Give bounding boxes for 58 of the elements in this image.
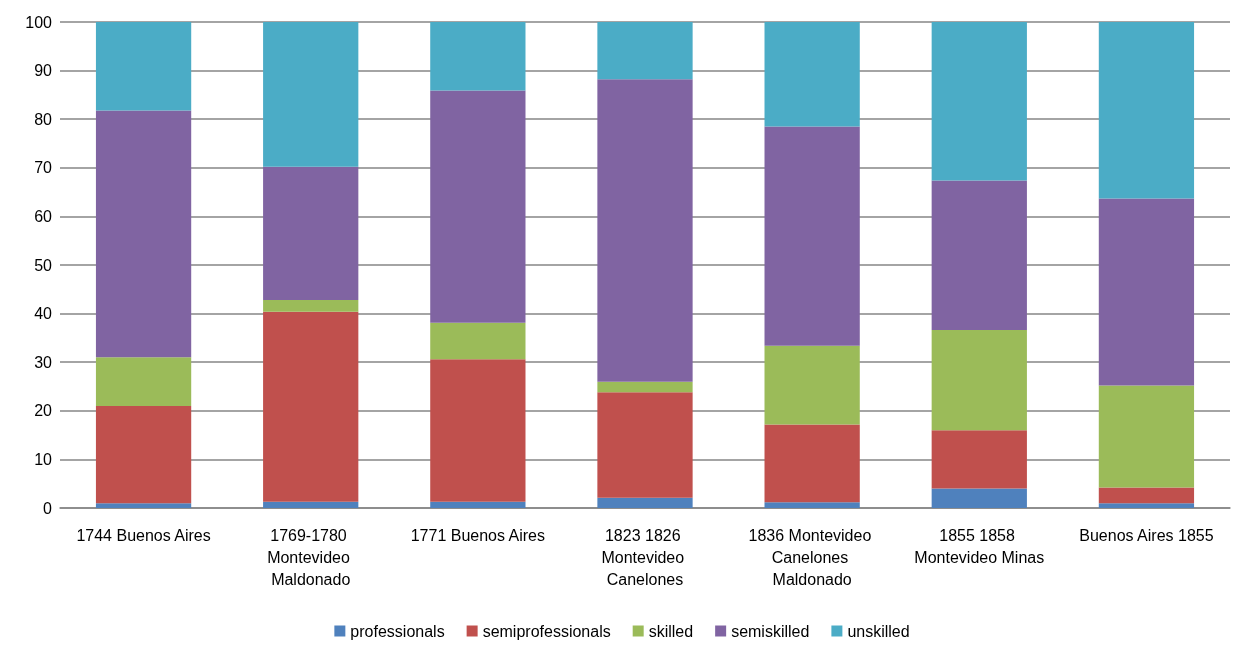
x-tick-label: 1823 1826 Montevideo Canelones [601, 526, 689, 588]
bar [95, 405, 192, 504]
bar [597, 79, 693, 382]
y-tick-label: 10 [34, 450, 53, 468]
bar [764, 502, 860, 508]
bar [95, 110, 192, 358]
bar [263, 22, 359, 167]
bar [764, 345, 860, 425]
y-tick-label: 50 [34, 256, 53, 274]
bar [764, 126, 860, 346]
legend-label: unskilled [847, 622, 910, 640]
bar [1098, 198, 1195, 386]
bar [263, 166, 359, 300]
bar [597, 381, 693, 393]
y-tick-label: 80 [34, 110, 53, 128]
bar [95, 357, 192, 406]
bar [263, 501, 359, 508]
x-tick-label: 1855 1858 Montevideo Minas [914, 526, 1045, 566]
bar [931, 180, 1027, 331]
bar [931, 488, 1027, 508]
legend-label: skilled [648, 622, 694, 640]
bar [263, 311, 359, 502]
y-tick-label: 90 [34, 62, 53, 80]
x-tick-label: 1836 Montevideo Canelones Maldonado [748, 526, 876, 588]
x-tick-label: 1771 Buenos Aires [410, 526, 546, 544]
bar [931, 330, 1027, 431]
bar [430, 322, 526, 360]
bar [1098, 385, 1195, 488]
bar [1098, 487, 1195, 504]
y-tick-label: 40 [34, 305, 53, 323]
bar [95, 22, 192, 111]
x-tick-label: 1769-1780 Montevideo Maldonado [267, 526, 355, 588]
y-tick-label: 0 [43, 499, 53, 517]
bar [430, 22, 526, 91]
bar [764, 424, 860, 503]
bar [263, 299, 359, 312]
bar [931, 430, 1027, 489]
y-tick-label: 70 [34, 159, 53, 177]
bar [597, 392, 693, 498]
bar [1098, 503, 1195, 508]
legend-label: semiprofessionals [482, 622, 611, 640]
y-tick-label: 100 [25, 13, 53, 31]
bar [430, 359, 526, 502]
y-tick-label: 30 [34, 353, 53, 371]
y-tick-label: 20 [34, 402, 53, 420]
bar [597, 497, 693, 508]
bar [430, 90, 526, 323]
x-tick-label: Buenos Aires 1855 [1079, 526, 1214, 544]
legend-label: semiskilled [731, 622, 810, 640]
bar [1098, 22, 1195, 199]
bar [430, 501, 526, 508]
bar [931, 22, 1027, 181]
bar [597, 22, 693, 80]
y-tick-label: 60 [34, 207, 53, 225]
bar [764, 22, 860, 127]
legend-label: professionals [350, 622, 445, 640]
bar [95, 503, 192, 508]
x-tick-label: 1744 Buenos Aires [76, 526, 211, 544]
